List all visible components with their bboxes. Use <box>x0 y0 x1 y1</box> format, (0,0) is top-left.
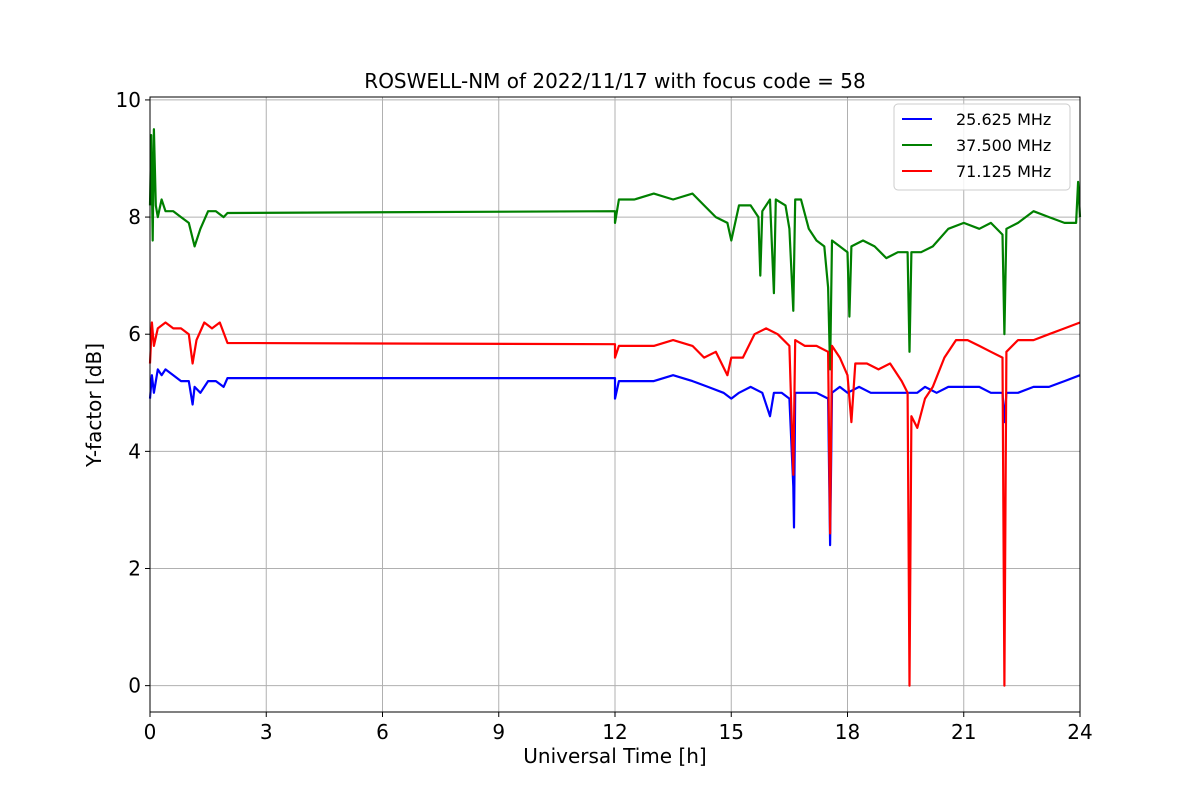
series-line-1 <box>148 368 1081 547</box>
chart-title: ROSWELL-NM of 2022/11/17 with focus code… <box>364 69 865 93</box>
y-axis-label: Y-factor [dB] <box>82 343 106 468</box>
x-tick-label: 0 <box>144 720 157 744</box>
x-tick-label: 24 <box>1067 720 1092 744</box>
x-tick-label: 6 <box>376 720 389 744</box>
y-tick-label: 2 <box>128 557 141 581</box>
x-tick-label: 15 <box>719 720 744 744</box>
legend-label: 37.500 MHz <box>956 136 1051 155</box>
legend-label: 71.125 MHz <box>956 162 1051 181</box>
y-tick-label: 8 <box>128 205 141 229</box>
x-tick-label: 18 <box>835 720 860 744</box>
y-tick-label: 4 <box>128 439 141 463</box>
y-tick-label: 6 <box>128 322 141 346</box>
x-tick-label: 21 <box>951 720 976 744</box>
series-group <box>148 128 1082 687</box>
series-line-2 <box>148 128 1082 371</box>
legend-label: 25.625 MHz <box>956 110 1051 129</box>
legend: 25.625 MHz 37.500 MHz 71.125 MHz <box>893 103 1071 191</box>
x-tick-label: 9 <box>492 720 505 744</box>
series-line-3 <box>148 321 1081 687</box>
legend-box <box>893 103 1071 191</box>
x-tick-label: 12 <box>602 720 627 744</box>
y-tick-label: 10 <box>116 88 141 112</box>
y-tick-label: 0 <box>128 674 141 698</box>
x-tick-label: 3 <box>260 720 273 744</box>
x-axis-label: Universal Time [h] <box>523 744 706 768</box>
